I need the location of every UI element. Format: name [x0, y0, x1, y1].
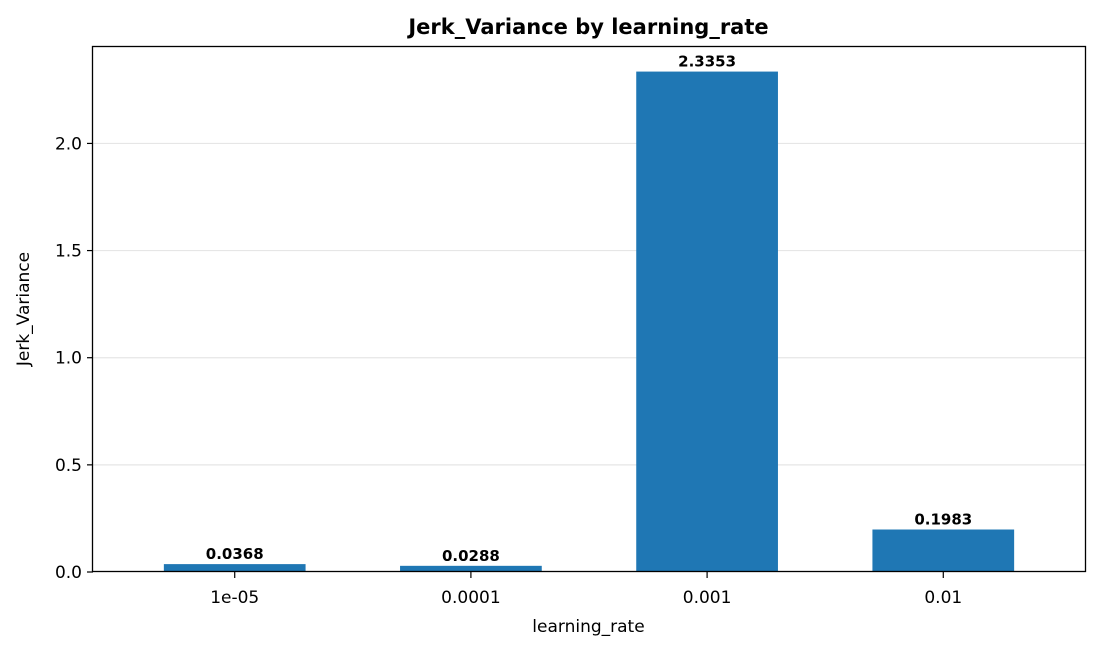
data-labels: 0.0368 0.0288 2.3353 0.1983 — [206, 53, 972, 565]
x-tick-label: 0.0001 — [441, 588, 500, 608]
y-axis-label: Jerk_Variance — [14, 252, 34, 367]
bars — [163, 71, 1015, 572]
y-axis-ticks: 0.0 0.5 1.0 1.5 2.0 — [55, 134, 93, 583]
x-tick-label: 0.001 — [683, 588, 732, 608]
x-axis-label: learning_rate — [532, 617, 644, 637]
grid-lines — [93, 142, 1085, 466]
x-axis-ticks: 1e-05 0.0001 0.001 0.01 — [210, 572, 962, 608]
x-tick-label: 1e-05 — [210, 588, 259, 608]
bar — [400, 565, 542, 572]
bar-value-label: 0.1983 — [914, 511, 972, 529]
x-tick-label: 0.01 — [924, 588, 962, 608]
bar — [872, 529, 1015, 572]
bar — [163, 564, 306, 572]
y-tick-label: 2.0 — [55, 134, 82, 154]
bar — [636, 71, 778, 572]
chart-title: Jerk_Variance by learning_rate — [406, 15, 768, 39]
y-tick-label: 0.5 — [55, 456, 82, 476]
y-tick-label: 1.5 — [55, 242, 82, 262]
y-tick-label: 1.0 — [55, 349, 82, 369]
bar-value-label: 0.0368 — [206, 545, 264, 563]
y-tick-label: 0.0 — [55, 563, 82, 583]
bar-value-label: 2.3353 — [678, 53, 736, 71]
bar-value-label: 0.0288 — [442, 547, 500, 565]
plot-frame — [91, 45, 1087, 573]
